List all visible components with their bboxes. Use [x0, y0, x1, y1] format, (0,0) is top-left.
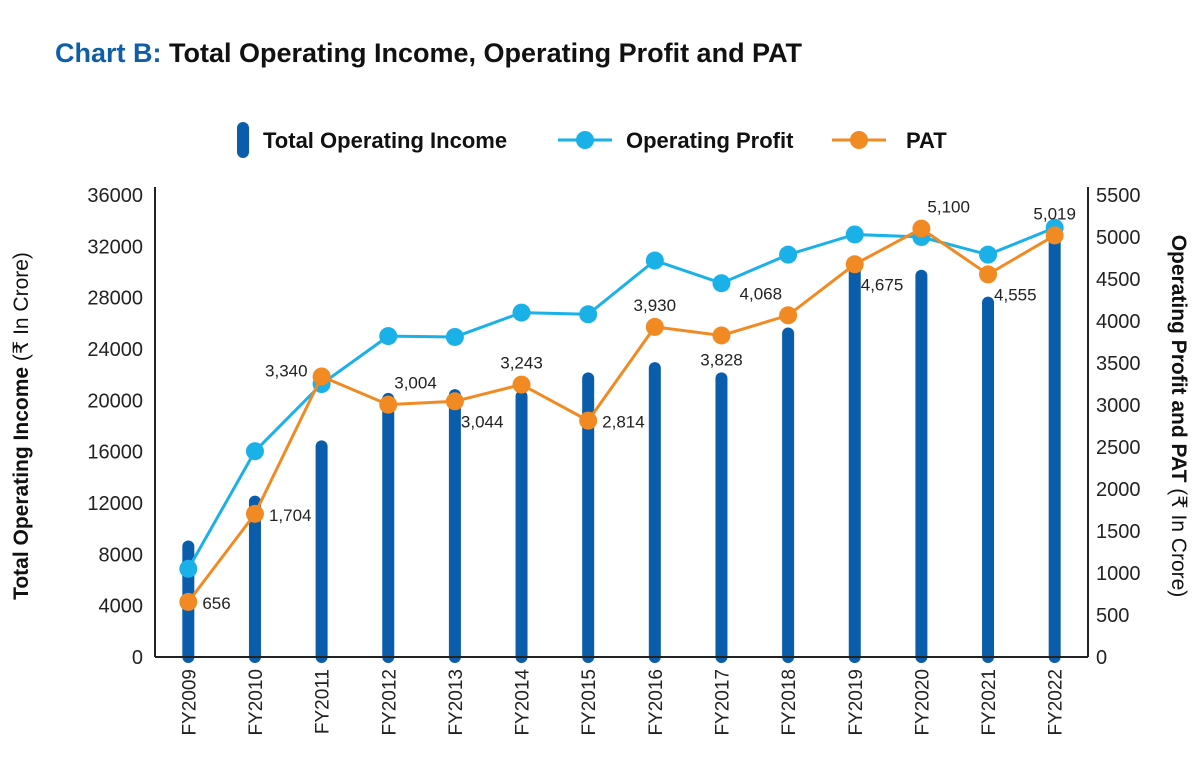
legend-pat-marker: [850, 131, 868, 149]
pat-point-fy2013: [445, 392, 464, 411]
data-label-pat-fy2016: 3,930: [634, 296, 677, 315]
y-tick-right: 4000: [1096, 311, 1141, 333]
x-tick-fy2013: FY2013: [446, 669, 467, 736]
operating-profit-point-fy2018: [779, 245, 798, 264]
legend-pat-label: PAT: [906, 128, 947, 153]
y-tick-right: 2500: [1096, 437, 1141, 459]
x-tick-fy2018: FY2018: [779, 669, 800, 736]
x-tick-fy2021: FY2021: [979, 669, 1000, 736]
pat-point-fy2014: [512, 375, 531, 394]
operating-profit-point-fy2009: [179, 559, 198, 578]
pat-point-fy2021: [979, 265, 998, 284]
data-label-pat-fy2022: 5,019: [1033, 204, 1076, 223]
data-label-pat-fy2015: 2,814: [602, 413, 645, 432]
legend-income-label: Total Operating Income: [263, 128, 507, 153]
y-tick-left: 36000: [87, 185, 143, 207]
operating-profit-point-fy2017: [712, 274, 731, 293]
operating-profit-point-fy2016: [645, 251, 664, 270]
chart-title: Chart B: Total Operating Income, Operati…: [55, 38, 802, 69]
x-tick-fy2010: FY2010: [246, 669, 267, 736]
data-label-pat-fy2010: 1,704: [269, 506, 312, 525]
operating-profit-point-fy2012: [379, 327, 398, 346]
x-tick-fy2017: FY2017: [712, 669, 733, 736]
y-tick-right: 0: [1096, 647, 1107, 669]
y-tick-right: 3000: [1096, 395, 1141, 417]
legend-op-profit-label: Operating Profit: [626, 128, 794, 153]
y-tick-right: 500: [1096, 605, 1129, 627]
y-tick-left: 20000: [87, 390, 143, 412]
y-tick-right: 5000: [1096, 227, 1141, 249]
operating-profit-point-fy2010: [245, 442, 264, 461]
x-tick-fy2015: FY2015: [579, 669, 600, 736]
pat-point-fy2022: [1045, 226, 1064, 245]
y-tick-right: 1000: [1096, 563, 1141, 585]
operating-profit-point-fy2014: [512, 303, 531, 322]
pat-point-fy2010: [245, 504, 264, 523]
data-label-pat-fy2021: 4,555: [994, 285, 1037, 304]
data-label-pat-fy2017: 3,828: [700, 350, 743, 369]
y-tick-left: 8000: [99, 544, 144, 566]
y-tick-left: 16000: [87, 442, 143, 464]
pat-point-fy2012: [379, 395, 398, 414]
y-tick-left: 4000: [99, 596, 144, 618]
pat-point-fy2016: [645, 317, 664, 336]
y-axis-right-title: Operating Profit and PAT (₹ In Crore): [1167, 235, 1190, 598]
y-tick-left: 32000: [87, 236, 143, 258]
x-tick-fy2019: FY2019: [846, 669, 867, 736]
pat-point-fy2017: [712, 326, 731, 345]
x-tick-fy2011: FY2011: [313, 669, 334, 734]
pat-point-fy2015: [579, 411, 598, 430]
data-label-pat-fy2011: 3,340: [265, 361, 308, 380]
pat-point-fy2011: [312, 367, 331, 386]
y-tick-right: 2000: [1096, 479, 1141, 501]
operating-profit-line: [187, 226, 1056, 570]
pat-point-fy2018: [779, 306, 798, 325]
y-tick-right: 5500: [1096, 185, 1141, 207]
pat-point-fy2019: [845, 255, 864, 274]
pat-line: [187, 226, 1056, 603]
y-tick-left: 12000: [87, 493, 143, 515]
operating-profit-point-fy2015: [579, 305, 598, 324]
data-label-pat-fy2013: 3,044: [461, 412, 504, 431]
y-tick-right: 4500: [1096, 269, 1141, 291]
x-tick-fy2020: FY2020: [912, 669, 933, 736]
chart-title-main: Total Operating Income, Operating Profit…: [169, 38, 803, 68]
data-label-pat-fy2020: 5,100: [927, 198, 970, 217]
y-tick-right: 1500: [1096, 521, 1141, 543]
y-tick-left: 0: [132, 647, 143, 669]
data-label-pat-fy2009: 656: [202, 594, 230, 613]
x-tick-fy2012: FY2012: [379, 669, 400, 736]
data-label-pat-fy2014: 3,243: [500, 354, 543, 373]
x-tick-fy2009: FY2009: [179, 669, 200, 736]
operating-profit-point-fy2019: [845, 225, 864, 244]
pat-point-fy2009: [179, 592, 198, 611]
pat-point-fy2020: [912, 219, 931, 238]
operating-profit-point-fy2021: [979, 245, 998, 264]
data-label-pat-fy2019: 4,675: [861, 275, 904, 294]
y-tick-right: 3500: [1096, 353, 1141, 375]
data-label-pat-fy2018: 4,068: [740, 284, 783, 303]
x-tick-fy2022: FY2022: [1046, 669, 1067, 736]
chart-title-prefix: Chart B:: [55, 38, 162, 68]
y-axis-left-title: Total Operating Income (₹ In Crore): [10, 252, 33, 600]
data-label-pat-fy2012: 3,004: [394, 374, 437, 393]
legend-op-profit-marker: [576, 131, 594, 149]
x-tick-fy2016: FY2016: [646, 669, 667, 736]
y-tick-left: 28000: [87, 288, 143, 310]
y-tick-left: 24000: [87, 339, 143, 361]
operating-profit-point-fy2013: [445, 327, 464, 346]
x-tick-fy2014: FY2014: [513, 669, 534, 736]
